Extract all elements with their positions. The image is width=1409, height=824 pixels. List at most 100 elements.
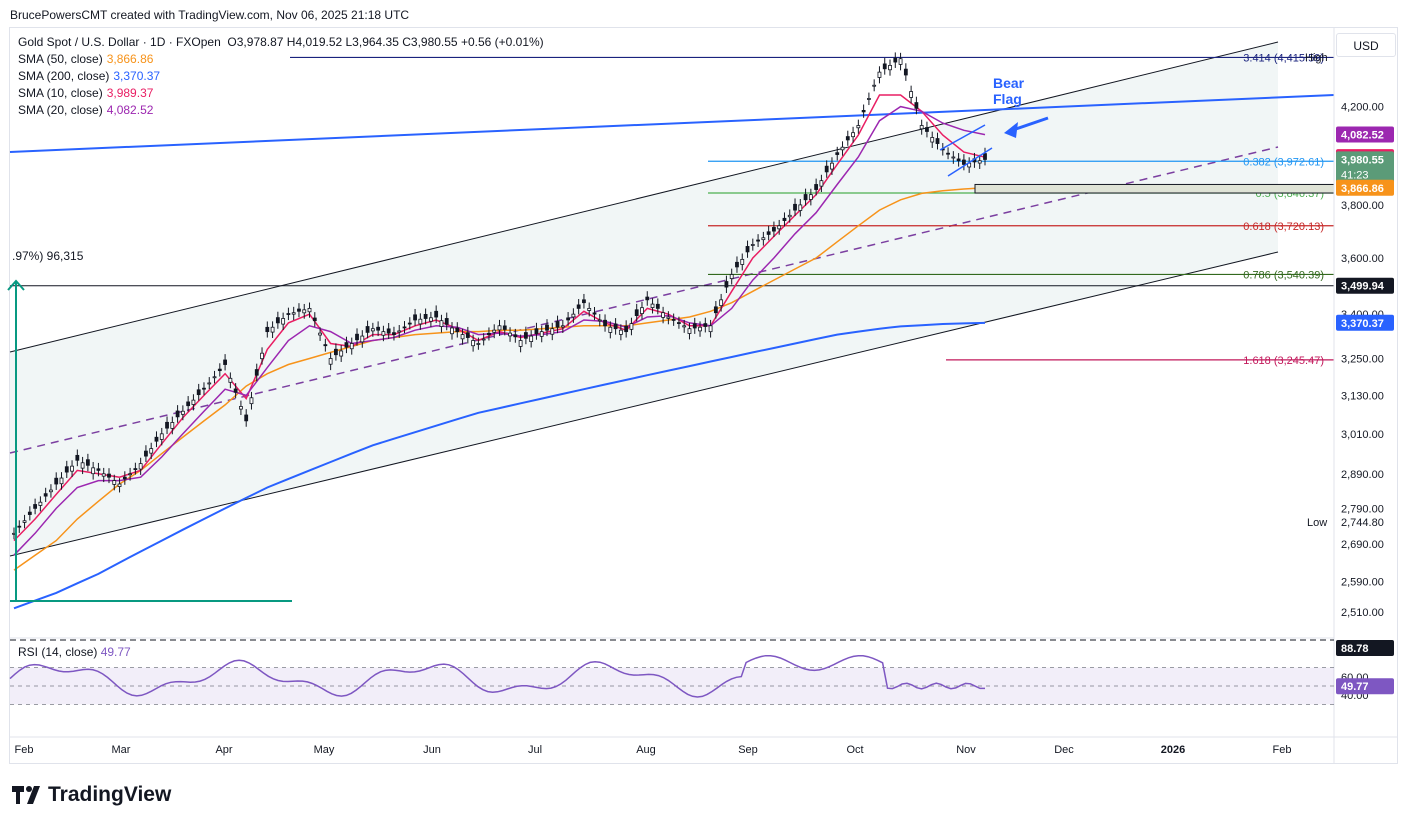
candle-body [144, 450, 148, 457]
candle-body [861, 109, 866, 113]
candle-body [666, 316, 671, 319]
candle-body [149, 448, 154, 454]
candle-body [59, 477, 64, 485]
tradingview-logo-icon [12, 786, 40, 804]
price-tag-value: 3,370.37 [1341, 318, 1384, 330]
symbol-title: Gold Spot / U.S. Dollar · 1D · FXOpen [18, 35, 221, 49]
candle-body [307, 307, 312, 313]
price-tag [1336, 277, 1394, 294]
candle-body [603, 319, 607, 327]
candle-body [191, 399, 196, 405]
candle-body [428, 317, 433, 322]
candle-body [566, 317, 571, 321]
price-axis: 4,200.003,800.003,600.003,400.003,250.00… [1333, 27, 1394, 764]
x-tick-label: Nov [956, 744, 976, 756]
x-tick-label: Apr [215, 744, 232, 756]
candle-body [392, 332, 396, 335]
candle-body [597, 319, 602, 322]
candle-body [629, 323, 634, 330]
currency-button[interactable]: USD [1336, 33, 1396, 57]
fib-label: 1.618 (3,245.47) [1243, 355, 1324, 367]
candle-body [550, 328, 555, 335]
candle-body [180, 410, 185, 415]
candle-body [49, 489, 53, 493]
candle-body [381, 331, 386, 336]
candle-body [196, 389, 201, 396]
candle-body [756, 239, 760, 242]
candle-body [476, 343, 481, 345]
candle-body [244, 414, 249, 422]
candle-body [956, 158, 961, 162]
candle-body [555, 321, 560, 328]
high-label: High [1305, 52, 1328, 64]
price-tag-value: 3,866.86 [1341, 183, 1384, 195]
candle-body [318, 332, 322, 336]
candle-body [471, 340, 476, 347]
candle-body [402, 326, 407, 329]
tradingview-logo[interactable]: TradingView [12, 783, 171, 807]
sma-label: SMA (10, close) [18, 86, 103, 100]
candle-body [798, 204, 803, 211]
candle-body [740, 258, 745, 265]
candle-body [698, 326, 702, 332]
candle-body [465, 332, 470, 338]
candle-body [882, 63, 887, 70]
chart-header: BrucePowersCMT created with TradingView.… [10, 8, 410, 22]
candle-body [518, 340, 523, 347]
candle-body [819, 180, 824, 187]
x-tick-label: Dec [1054, 744, 1074, 756]
candle-body [444, 318, 449, 325]
candle-body [703, 323, 708, 327]
candle-body [766, 231, 771, 235]
candle-body [793, 203, 797, 211]
sma-label: SMA (50, close) [18, 52, 103, 66]
rsi-upper-tag [1336, 640, 1394, 656]
candle-body [223, 359, 227, 365]
rsi-current-value: 49.77 [1341, 681, 1369, 693]
candle-body [545, 324, 549, 331]
candle-body [249, 397, 254, 405]
candle-body [260, 352, 264, 360]
candle-body [618, 329, 623, 335]
candle-body [777, 225, 782, 230]
candle-body [91, 467, 96, 475]
x-tick-label: Mar [112, 744, 131, 756]
candle-body [138, 463, 143, 470]
sma-value: 3,989.37 [106, 86, 154, 100]
candle-body [275, 317, 280, 324]
candle-body [624, 325, 629, 333]
candle-body [909, 91, 914, 98]
candle-body [951, 156, 956, 159]
rsi-current-tag [1336, 678, 1394, 695]
bear-flag-arrow-head [1004, 122, 1018, 138]
candle-body [903, 68, 908, 76]
bear-flag-label: Bear [993, 75, 1025, 91]
candle-body [413, 314, 417, 321]
candle-body [851, 132, 855, 138]
candle-body [460, 334, 465, 340]
candle-body [840, 146, 845, 151]
candle-body [729, 274, 734, 279]
candle-body [291, 312, 296, 315]
candle-body [355, 333, 359, 341]
rsi-legend: RSI (14, close) 49.77 [18, 645, 131, 659]
x-tick-label: Feb [1273, 744, 1292, 756]
candle-body [439, 320, 444, 327]
candle-body [592, 312, 597, 315]
candle-body [492, 329, 497, 333]
candle-body [43, 493, 48, 497]
candle-body [487, 332, 491, 335]
sma-value: 3,866.86 [106, 52, 154, 66]
y-tick-label: 2,690.00 [1341, 539, 1384, 551]
fib-label: 0.382 (3,972.61) [1243, 156, 1324, 168]
candle-body [212, 376, 217, 379]
candle-body [761, 237, 766, 241]
y-tick-label: 2,890.00 [1341, 469, 1384, 481]
price-tag [1336, 179, 1394, 196]
x-tick-label: Jun [423, 744, 441, 756]
candle-body [650, 303, 655, 308]
candle-body [217, 368, 222, 372]
sma-value: 4,082.52 [106, 103, 154, 117]
